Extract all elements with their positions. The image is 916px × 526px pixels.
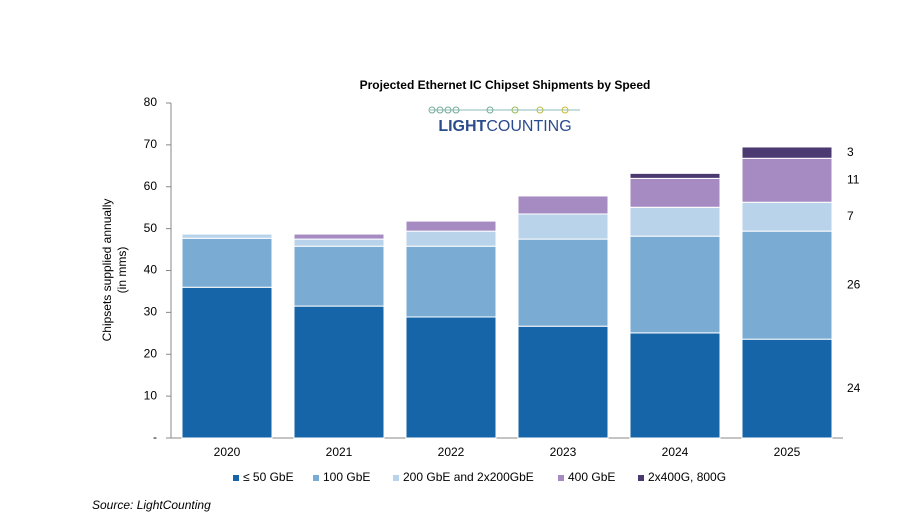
bar-segment	[517, 238, 609, 327]
bar-segment	[293, 305, 385, 439]
x-tick-label: 2021	[326, 445, 353, 459]
bar-segment	[293, 233, 385, 240]
y-tick-label: 70	[144, 137, 158, 151]
bar-segment	[741, 338, 833, 439]
bar-segment	[181, 237, 273, 288]
legend-label: ≤ 50 GbE	[243, 470, 294, 484]
data-label: 11	[847, 172, 860, 186]
y-tick-label: 10	[144, 388, 158, 402]
bar-segment	[517, 325, 609, 439]
bar-segment	[405, 316, 497, 439]
bar-segment	[181, 233, 273, 239]
legend-swatch	[393, 475, 399, 481]
bar-segment	[741, 146, 833, 159]
logo-bold: LIGHT	[438, 118, 486, 135]
legend-swatch	[558, 475, 564, 481]
data-label: 7	[847, 209, 854, 223]
y-axis-label: (in mms)	[115, 247, 129, 294]
y-tick-label: 60	[144, 179, 158, 193]
y-axis-label: Chipsets supplied annually	[100, 199, 114, 342]
legend-label: 2x400G, 800G	[648, 470, 726, 484]
bar-segment	[741, 230, 833, 340]
x-tick-label: 2020	[214, 445, 241, 459]
bar-segment	[741, 201, 833, 232]
y-tick-label: 80	[144, 95, 158, 109]
x-tick-label: 2023	[550, 445, 577, 459]
chart-title: Projected Ethernet IC Chipset Shipments …	[360, 78, 651, 92]
bar-segment	[293, 238, 385, 247]
legend-label: 200 GbE and 2x200GbE	[403, 470, 534, 484]
y-tick-label: 40	[144, 263, 158, 277]
bar-segment	[629, 206, 721, 237]
bar-segment	[181, 286, 273, 439]
data-label: 24	[847, 381, 861, 395]
bar-segment	[517, 213, 609, 240]
x-tick-label: 2024	[662, 445, 689, 459]
bar-segment	[293, 245, 385, 307]
source: Source: LightCounting	[92, 498, 211, 512]
legend-label: 100 GbE	[323, 470, 370, 484]
bar-segment	[405, 220, 497, 232]
data-label: 3	[847, 145, 854, 159]
logo: LIGHTCOUNTING	[438, 118, 571, 135]
data-label: 26	[847, 277, 861, 291]
legend-swatch	[638, 475, 644, 481]
bar-segment	[517, 195, 609, 215]
bar-segment	[741, 157, 833, 203]
legend-swatch	[233, 475, 239, 481]
bar-segment	[629, 235, 721, 334]
bar-segment	[405, 245, 497, 318]
bar-segment	[405, 230, 497, 247]
y-tick-label: 30	[144, 305, 158, 319]
bar-segment	[629, 172, 721, 179]
logo-light: COUNTING	[486, 118, 571, 135]
bar-segment	[629, 177, 721, 208]
y-tick-label: -	[153, 430, 157, 444]
logo-icon	[428, 106, 580, 114]
x-tick-label: 2025	[774, 445, 801, 459]
y-tick-label: 50	[144, 221, 158, 235]
y-tick-label: 20	[144, 346, 158, 360]
legend-swatch	[313, 475, 319, 481]
legend-label: 400 GbE	[568, 470, 615, 484]
bar-segment	[629, 332, 721, 439]
x-tick-label: 2022	[438, 445, 465, 459]
